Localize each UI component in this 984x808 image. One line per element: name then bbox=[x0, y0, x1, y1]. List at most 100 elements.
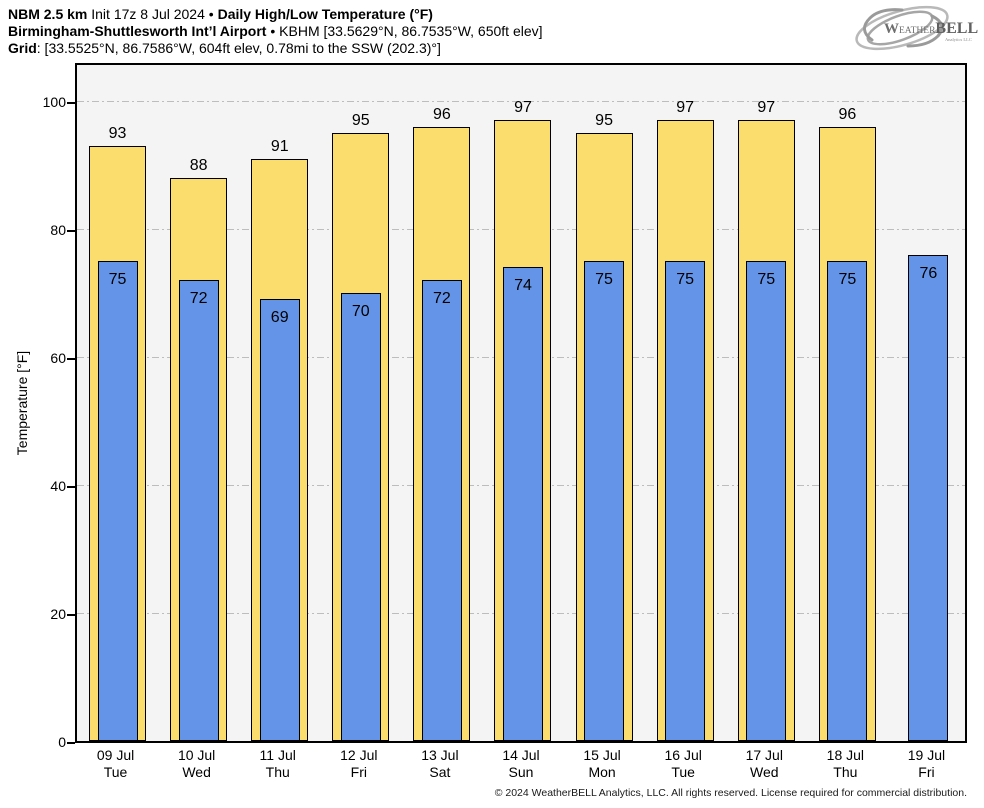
x-tick-label: 11 Jul Thu bbox=[237, 747, 318, 781]
low-bar: 74 bbox=[502, 267, 543, 741]
x-tick-label: 14 Jul Sun bbox=[480, 747, 561, 781]
bullet-separator: • bbox=[270, 23, 276, 39]
x-tick-date: 11 Jul bbox=[259, 747, 296, 763]
x-tick-label: 15 Jul Mon bbox=[562, 747, 643, 781]
high-value-label: 97 bbox=[514, 99, 532, 117]
x-tick-day: Tue bbox=[671, 764, 695, 780]
y-tick-label-100: 100 bbox=[42, 94, 66, 110]
x-tick-date: 18 Jul bbox=[826, 747, 865, 763]
high-value-label: 96 bbox=[838, 105, 857, 123]
x-tick-date: 15 Jul bbox=[583, 747, 621, 763]
plot-area: 93 75 88 72 91 69 95 70 96 72 97 74 95 75 97 75 97 75 96 75… bbox=[75, 63, 967, 743]
logo-text-eather: EATHER bbox=[899, 26, 936, 36]
high-value-label: 95 bbox=[595, 112, 613, 129]
header-line-1: NBM 2.5 km Init 17z 8 Jul 2024 • Daily H… bbox=[8, 6, 543, 23]
low-value-label: 72 bbox=[189, 290, 208, 308]
high-value-label: 96 bbox=[433, 105, 451, 123]
header-line-2: Birmingham-Shuttlesworth Int’l Airport •… bbox=[8, 23, 543, 40]
low-value-label: 76 bbox=[919, 264, 938, 282]
low-bar: 72 bbox=[421, 280, 462, 741]
x-tick-label: 19 Jul Fri bbox=[886, 747, 967, 781]
y-tick-label-80: 80 bbox=[50, 222, 66, 238]
low-bar: 75 bbox=[665, 261, 706, 741]
galaxy-swirl-icon bbox=[855, 5, 949, 51]
bar-group-09-Jul: 93 75 bbox=[77, 65, 158, 741]
x-tick-date: 10 Jul bbox=[177, 747, 216, 763]
station-info: KBHM [33.5629°N, 86.7535°W, 650ft elev] bbox=[279, 23, 543, 39]
x-tick-label: 18 Jul Thu bbox=[805, 747, 886, 781]
x-tick-label: 13 Jul Sat bbox=[399, 747, 480, 781]
x-tick-label: 12 Jul Fri bbox=[318, 747, 399, 781]
bar-group-14-Jul: 97 74 bbox=[482, 65, 563, 741]
x-tick-label: 09 Jul Tue bbox=[75, 747, 156, 781]
x-tick-label: 17 Jul Wed bbox=[724, 747, 805, 781]
x-tick-day: Mon bbox=[588, 764, 616, 780]
high-value-label: 97 bbox=[757, 99, 776, 117]
x-tick-day: Wed bbox=[749, 764, 779, 780]
svg-text:WEATHERBELL: WEATHERBELL bbox=[884, 20, 978, 37]
page-title: Daily High/Low Temperature (°F) bbox=[217, 6, 433, 22]
bar-group-11-Jul: 91 69 bbox=[239, 65, 320, 741]
low-value-label: 74 bbox=[514, 277, 532, 295]
header-line-3: Grid: [33.5525°N, 86.7586°W, 604ft elev,… bbox=[8, 40, 543, 57]
low-value-label: 75 bbox=[676, 271, 695, 288]
bar-group-19-Jul: 76 bbox=[888, 65, 969, 741]
grid-info: : [33.5525°N, 86.7586°W, 604ft elev, 0.7… bbox=[36, 40, 441, 56]
x-tick-day: Fri bbox=[918, 764, 935, 780]
bar-group-10-Jul: 88 72 bbox=[158, 65, 239, 741]
low-value-label: 75 bbox=[595, 271, 613, 288]
x-tick-date: 12 Jul bbox=[340, 747, 378, 763]
y-tick-20 bbox=[67, 614, 75, 616]
copyright-notice: © 2024 WeatherBELL Analytics, LLC. All r… bbox=[494, 787, 967, 799]
init-time: Init 17z 8 Jul 2024 bbox=[91, 6, 205, 22]
x-tick-date: 19 Jul bbox=[907, 747, 946, 763]
x-tick-day: Wed bbox=[182, 764, 211, 780]
grid-label: Grid bbox=[8, 40, 37, 56]
bar-group-17-Jul: 97 75 bbox=[726, 65, 807, 741]
x-tick-day: Sat bbox=[429, 764, 451, 780]
low-value-label: 75 bbox=[757, 271, 776, 288]
low-value-label: 75 bbox=[108, 271, 127, 288]
logo-text-bell: BELL bbox=[935, 20, 978, 37]
y-tick-100 bbox=[67, 102, 75, 104]
station-name: Birmingham-Shuttlesworth Int’l Airport bbox=[8, 23, 267, 39]
logo-text-w: W bbox=[884, 21, 899, 37]
bar-group-15-Jul: 95 75 bbox=[564, 65, 645, 741]
y-tick-label-60: 60 bbox=[50, 350, 66, 366]
low-bar: 75 bbox=[746, 261, 787, 741]
high-value-label: 93 bbox=[108, 124, 127, 142]
low-value-label: 75 bbox=[838, 271, 857, 288]
x-tick-date: 17 Jul bbox=[745, 747, 783, 763]
bar-group-18-Jul: 96 75 bbox=[807, 65, 888, 741]
low-bar: 76 bbox=[908, 254, 949, 741]
high-value-label: 88 bbox=[189, 156, 208, 174]
chart-header: NBM 2.5 km Init 17z 8 Jul 2024 • Daily H… bbox=[8, 6, 543, 57]
model-name: NBM 2.5 km bbox=[8, 6, 88, 22]
bar-group-12-Jul: 95 70 bbox=[320, 65, 401, 741]
x-tick-date: 14 Jul bbox=[502, 747, 540, 763]
y-tick-60 bbox=[67, 358, 75, 360]
low-value-label: 70 bbox=[351, 303, 370, 320]
x-tick-day: Sun bbox=[508, 764, 534, 780]
logo-subtext: Analytics LLC bbox=[945, 37, 972, 42]
weatherbell-logo: WEATHERBELL Analytics LLC bbox=[855, 5, 978, 51]
low-bar: 75 bbox=[827, 261, 868, 741]
x-tick-date: 13 Jul bbox=[421, 747, 459, 763]
low-bar: 72 bbox=[178, 280, 219, 741]
low-value-label: 72 bbox=[432, 290, 451, 308]
y-tick-40 bbox=[67, 486, 75, 488]
x-tick-day: Fri bbox=[350, 764, 367, 780]
x-tick-label: 10 Jul Wed bbox=[156, 747, 237, 781]
bar-group-16-Jul: 97 75 bbox=[645, 65, 726, 741]
low-value-label: 69 bbox=[270, 309, 289, 327]
x-tick-date: 09 Jul bbox=[96, 747, 135, 763]
x-tick-day: Thu bbox=[265, 764, 290, 780]
y-tick-label-40: 40 bbox=[50, 478, 66, 494]
y-gridline-100 bbox=[77, 101, 965, 102]
high-value-label: 95 bbox=[351, 112, 370, 129]
high-value-label: 91 bbox=[270, 137, 289, 155]
x-tick-day: Thu bbox=[833, 764, 858, 780]
y-tick-0 bbox=[67, 742, 75, 744]
